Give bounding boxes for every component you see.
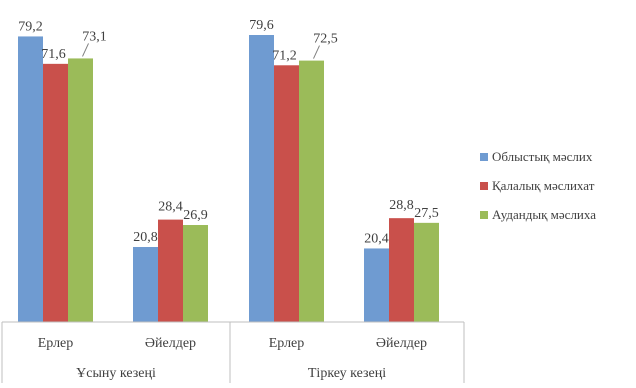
x-tick-label-3: Әйелдер xyxy=(376,336,427,351)
data-label-s1-c1: 28,4 xyxy=(158,200,183,215)
data-label-s1-c3: 28,8 xyxy=(389,198,414,213)
bar-s0-c3 xyxy=(364,248,389,322)
x-group-label-0: Ұсыну кезеңі xyxy=(76,366,156,381)
bar-s0-c2 xyxy=(249,35,274,322)
data-label-s0-c1: 20,8 xyxy=(133,230,158,245)
bar-s1-c0 xyxy=(43,63,68,323)
legend-swatch-0 xyxy=(480,153,488,161)
data-label-s2-c1: 26,9 xyxy=(183,208,208,223)
bar-s2-c0 xyxy=(68,58,93,323)
data-label-s0-c0: 79,2 xyxy=(18,19,43,34)
legend-swatch-2 xyxy=(480,211,488,219)
bar-s2-c1 xyxy=(183,225,208,322)
data-label-s2-c0: 73,1 xyxy=(82,29,107,44)
data-label-s1-c0: 71,6 xyxy=(41,47,66,62)
bar-s1-c3 xyxy=(389,218,414,322)
bar-s1-c1 xyxy=(158,219,183,322)
bar-s2-c3 xyxy=(414,222,439,322)
x-tick-label-0: Ерлер xyxy=(38,336,74,351)
bar-s0-c0 xyxy=(18,36,43,323)
leader-line-s2-c0 xyxy=(82,43,89,57)
data-label-s1-c2: 71,2 xyxy=(272,48,297,63)
legend-label-2: Аудандық мәслиха xyxy=(492,207,596,222)
bar-s0-c1 xyxy=(133,247,158,322)
leader-line-s2-c2 xyxy=(313,45,320,59)
data-label-s0-c3: 20,4 xyxy=(364,231,389,246)
bar-s2-c2 xyxy=(299,60,324,323)
data-label-s0-c2: 79,6 xyxy=(249,18,274,33)
data-label-s2-c3: 27,5 xyxy=(414,206,439,221)
legend-swatch-1 xyxy=(480,182,488,190)
legend-label-0: Облыстық мәслих xyxy=(492,149,593,164)
x-tick-label-1: Әйелдер xyxy=(145,336,196,351)
data-label-s2-c2: 72,5 xyxy=(313,32,338,47)
legend-label-1: Қалалық мәслихат xyxy=(492,178,595,193)
bar-s1-c2 xyxy=(274,65,299,322)
x-tick-label-2: Ерлер xyxy=(269,336,305,351)
x-group-label-1: Тіркеу кезеңі xyxy=(308,366,386,381)
